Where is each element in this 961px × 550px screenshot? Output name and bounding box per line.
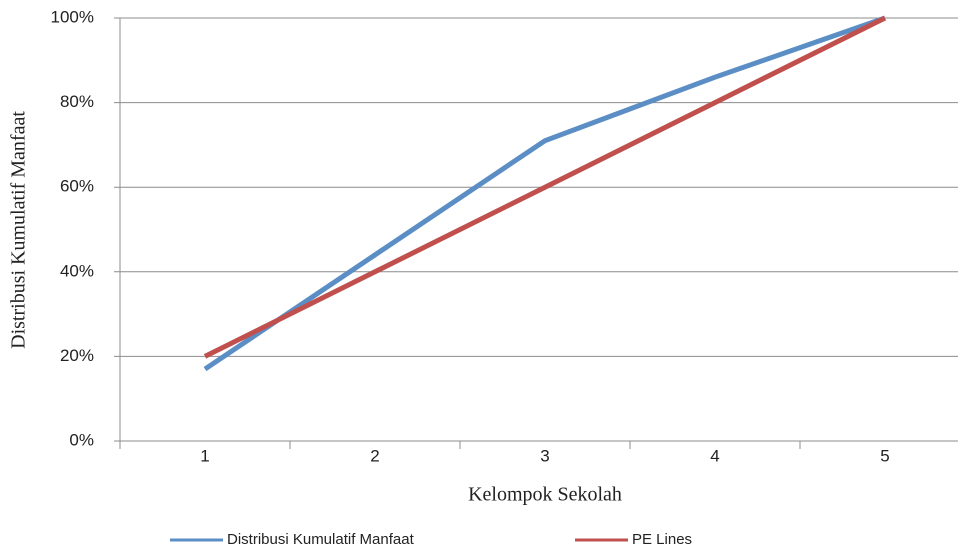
- x-tick-label: 2: [370, 446, 379, 465]
- y-tick-label: 40%: [60, 261, 94, 280]
- y-tick-label: 20%: [60, 346, 94, 365]
- y-axis-label: Distribusi Kumulatif Manfaat: [8, 111, 30, 349]
- series-line: [203, 15, 887, 359]
- y-tick-label: 100%: [51, 7, 94, 26]
- y-tick-label: 0%: [69, 430, 94, 449]
- y-tick-label: 60%: [60, 177, 94, 196]
- x-tick-label: 5: [880, 446, 889, 465]
- legend-label: Distribusi Kumulatif Manfaat: [227, 531, 415, 548]
- legend-label: PE Lines: [632, 531, 692, 548]
- x-axis-label: Kelompok Sekolah: [468, 484, 622, 506]
- y-tick-label: 80%: [60, 92, 94, 111]
- x-tick-label: 3: [540, 446, 549, 465]
- series-line: [203, 15, 886, 372]
- x-tick-label: 4: [710, 446, 719, 465]
- x-tick-label: 1: [200, 446, 209, 465]
